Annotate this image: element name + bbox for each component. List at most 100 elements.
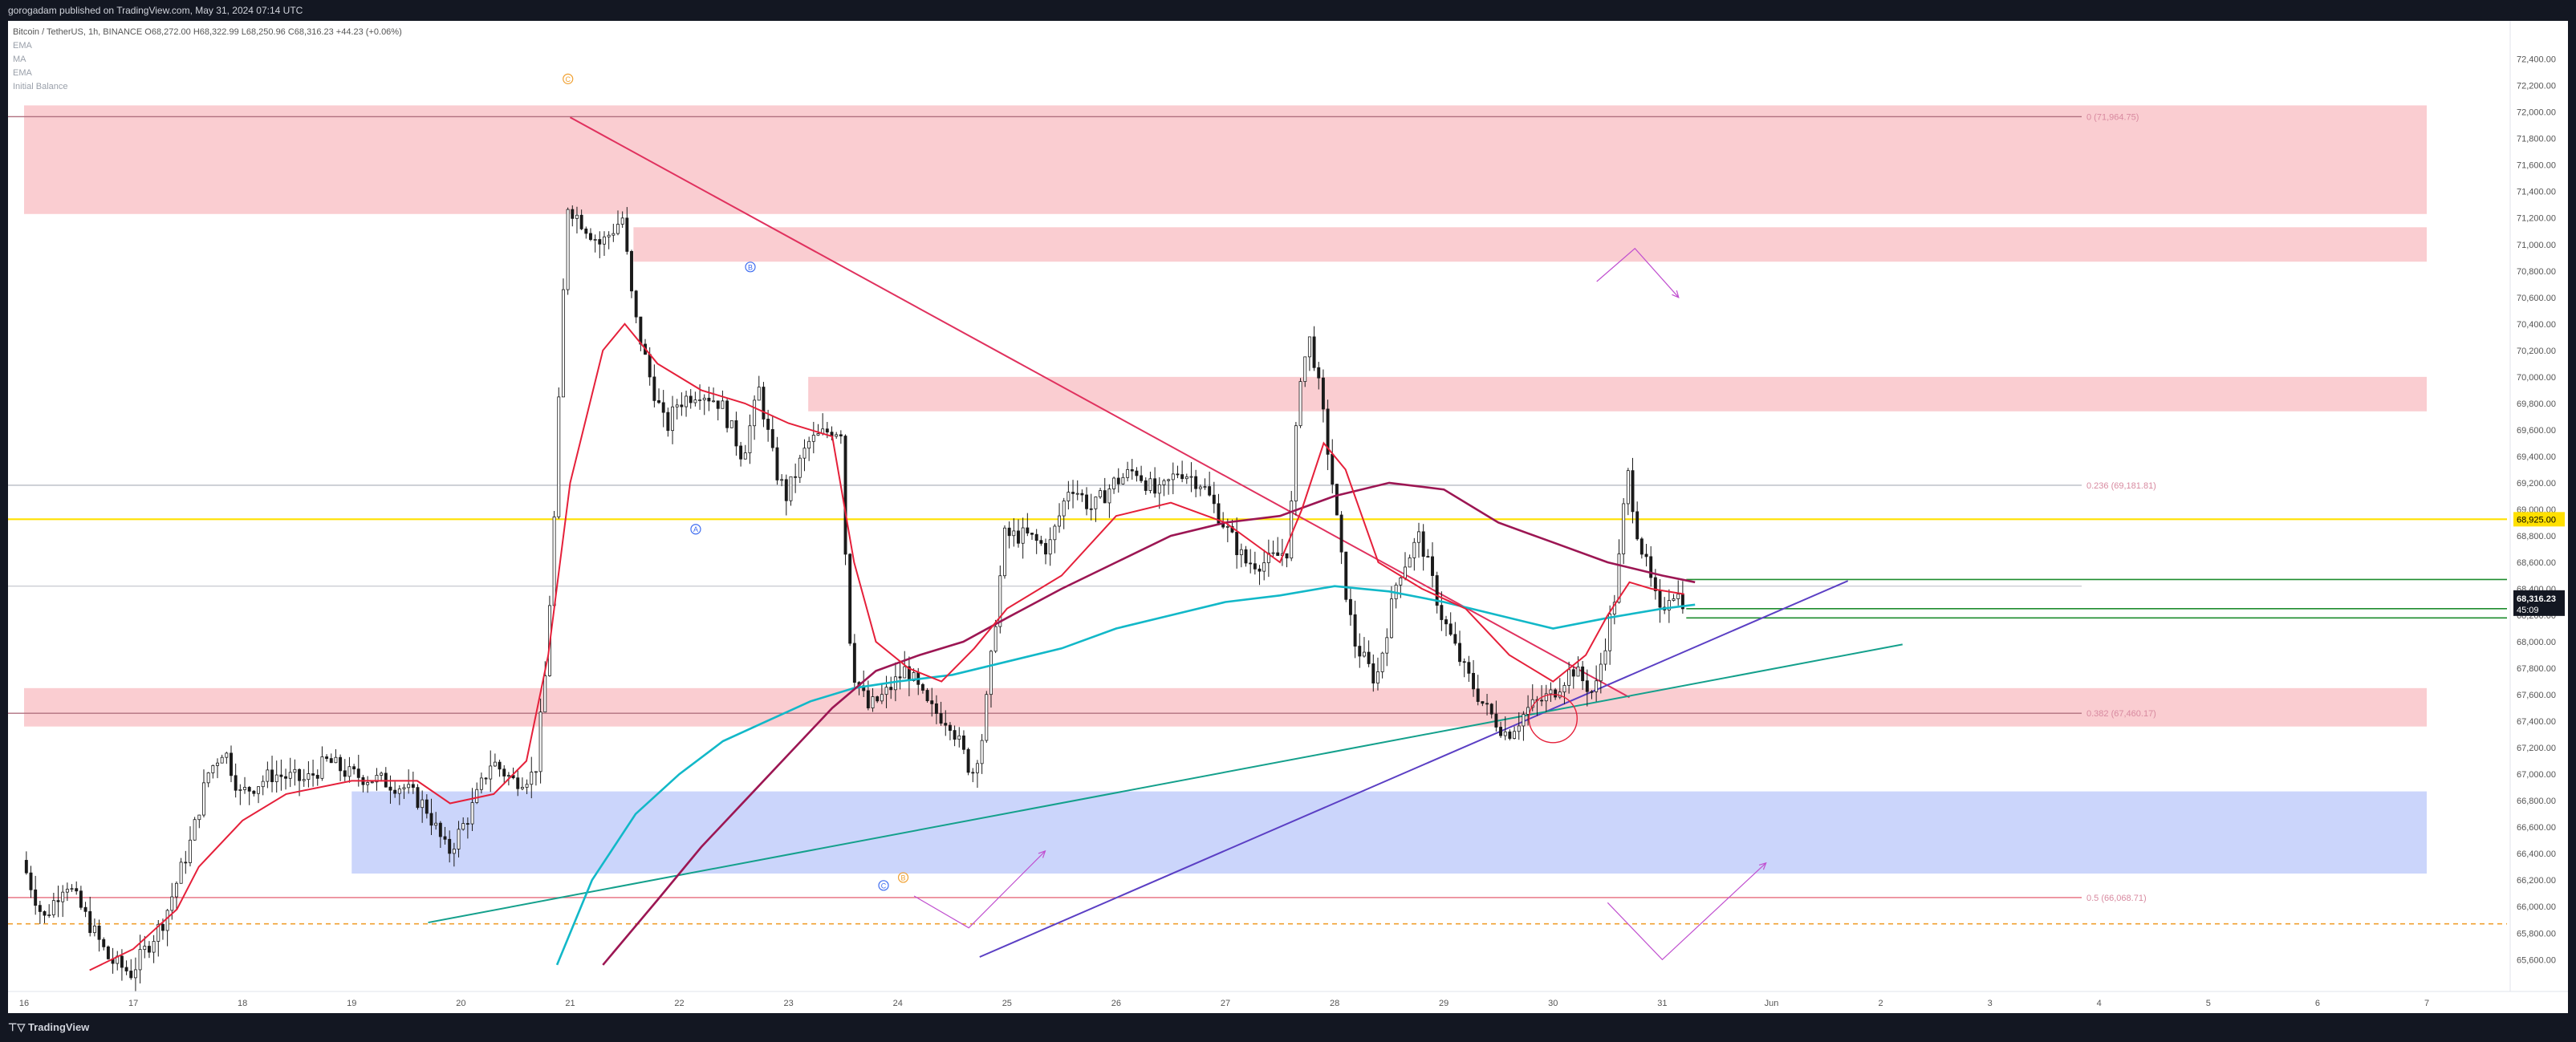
candle-body	[985, 694, 989, 741]
legend-indicator-ema-2[interactable]: EMA	[13, 68, 32, 78]
candle-body	[425, 799, 429, 814]
candle-body	[876, 696, 880, 702]
candle-body	[702, 397, 706, 400]
candle-body	[1294, 425, 1298, 501]
candle-body	[1417, 531, 1420, 543]
candle-body	[1431, 556, 1434, 576]
candle-body	[930, 700, 934, 704]
candle-body	[51, 900, 55, 915]
x-tick-label: 19	[347, 999, 356, 1008]
candle-body	[230, 752, 233, 776]
y-tick-label: 66,400.00	[2517, 849, 2556, 859]
supply-zone	[808, 376, 2427, 412]
candle-body	[220, 756, 224, 764]
candle-body	[470, 802, 474, 825]
legend-indicator-ma[interactable]: MA	[13, 55, 26, 64]
candle-body	[1176, 473, 1180, 476]
candle-body	[1635, 511, 1639, 540]
y-tick-label: 69,800.00	[2517, 399, 2556, 409]
candle-body	[671, 406, 674, 432]
projection-arrow[interactable]	[1596, 247, 1680, 298]
candle-body	[1444, 619, 1448, 625]
candle-body	[61, 891, 65, 902]
candle-body	[1367, 651, 1371, 664]
candle-body	[288, 772, 292, 779]
y-tick-label: 66,800.00	[2517, 797, 2556, 806]
candle-body	[1331, 453, 1335, 485]
candle-body	[1472, 672, 1475, 690]
candle-body	[1285, 553, 1289, 559]
legend-indicator-initial-balance[interactable]: Initial Balance	[13, 82, 68, 91]
candle-body	[298, 768, 302, 781]
y-tick-label: 67,400.00	[2517, 717, 2556, 727]
candle-body	[1672, 598, 1676, 601]
candle-body	[980, 740, 984, 764]
candle-body	[1622, 503, 1626, 554]
projection-arrow-head	[1038, 849, 1046, 858]
ascending-trendline-purple[interactable]	[979, 580, 1849, 958]
candle-body	[293, 768, 297, 773]
candle-body	[475, 789, 479, 803]
candle-body	[284, 776, 288, 779]
candle-body	[520, 787, 524, 789]
descending-trendline[interactable]	[569, 116, 1631, 699]
x-tick-label: 17	[128, 999, 138, 1008]
y-tick-label: 68,600.00	[2517, 558, 2556, 568]
candle-body	[1558, 691, 1562, 698]
candle-body	[1485, 703, 1489, 705]
candle-body	[1244, 549, 1248, 564]
candle-body	[1599, 663, 1603, 682]
candle-body	[743, 452, 747, 460]
candle-body	[1080, 493, 1084, 496]
x-tick-label: 31	[1657, 999, 1667, 1008]
candle-body	[784, 479, 788, 501]
candle-body	[1617, 553, 1621, 603]
publisher-bar: gorogadam published on TradingView.com, …	[0, 0, 2576, 21]
candle-body	[721, 400, 725, 409]
candle-body	[189, 839, 192, 863]
candle-body	[193, 819, 197, 841]
tradingview-logo-text: TradingView	[27, 1021, 90, 1033]
ascending-trendline-teal[interactable]	[428, 643, 1903, 924]
candle-body	[825, 428, 829, 433]
candle-body	[34, 889, 38, 906]
ema-fast-line	[89, 322, 1684, 971]
candle-body	[493, 761, 497, 767]
candle-body	[197, 814, 201, 821]
candle-body	[1075, 493, 1079, 495]
candle-body	[693, 399, 697, 403]
candle-body	[270, 769, 274, 783]
candle-body	[1339, 514, 1343, 553]
y-tick-label: 71,400.00	[2517, 188, 2556, 197]
candle-body	[247, 787, 251, 792]
candle-body	[352, 766, 356, 770]
x-tick-label: 20	[456, 999, 465, 1008]
price-chart[interactable]: 0 (71,964.75) 0.236 (69,181.81) 0.382 (67,…	[0, 21, 2576, 1013]
candle-body	[1003, 527, 1006, 577]
wave-label-circle	[690, 524, 701, 535]
projection-arrow[interactable]	[913, 850, 1046, 929]
tradingview-logo[interactable]: ⊤▽ TradingView	[8, 1021, 89, 1034]
candle-body	[448, 838, 452, 854]
candle-body	[961, 735, 965, 750]
highlight-circle[interactable]	[1528, 694, 1578, 744]
candle-body	[1526, 707, 1530, 715]
candle-body	[893, 676, 897, 691]
legend-indicator-ema[interactable]: EMA	[13, 41, 32, 51]
candle-body	[685, 395, 689, 407]
candle-body	[1481, 701, 1485, 704]
candle-body	[734, 420, 738, 447]
candle-body	[584, 228, 588, 234]
candle-body	[1576, 666, 1580, 677]
candle-body	[133, 969, 137, 979]
candle-body	[411, 784, 415, 789]
tradingview-logo-icon: ⊤▽	[8, 1021, 26, 1033]
candle-body	[661, 402, 665, 413]
candle-body	[1603, 650, 1607, 665]
yellow-price-tag	[2513, 512, 2565, 527]
candle-body	[92, 925, 96, 934]
projection-arrow[interactable]	[1607, 862, 1767, 961]
candle-body	[1053, 525, 1057, 541]
candle-body	[1522, 714, 1526, 727]
candle-body	[866, 690, 870, 708]
